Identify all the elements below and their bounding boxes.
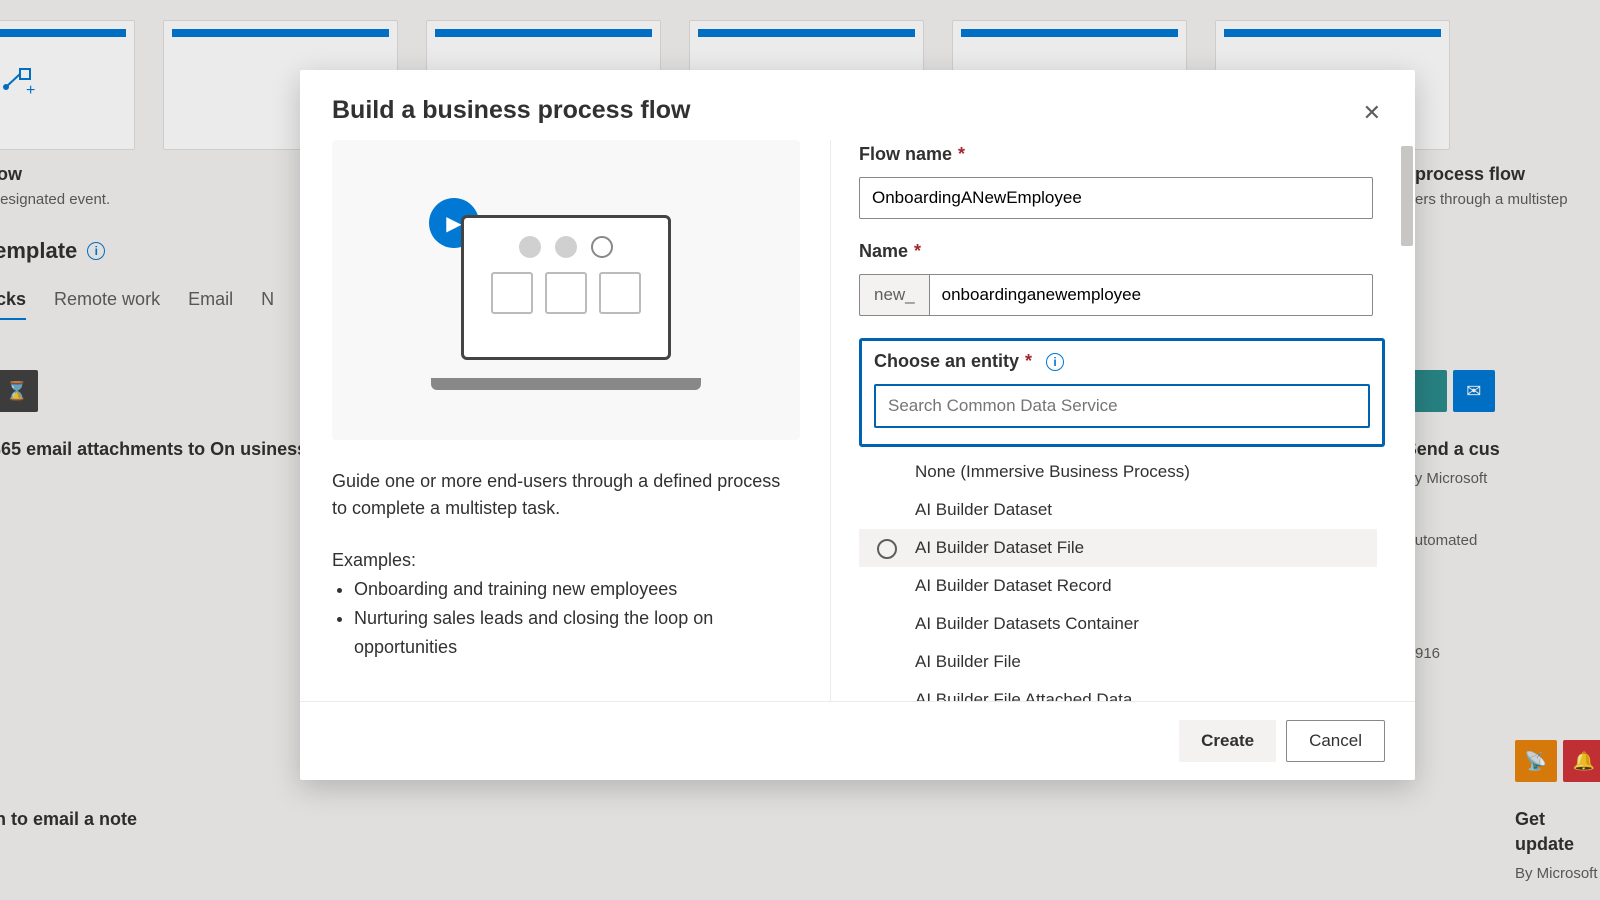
bpf-illustration: ▶ <box>332 140 800 440</box>
dialog-left-panel: ▶ Guide one or more end-users through a … <box>300 140 830 701</box>
entity-option[interactable]: AI Builder Dataset <box>859 491 1377 529</box>
entity-label: Choose an entity* i <box>874 351 1370 372</box>
build-bpf-dialog: Build a business process flow ✕ ▶ <box>300 70 1415 780</box>
flow-name-label: Flow name* <box>859 144 1373 165</box>
entity-option[interactable]: AI Builder File <box>859 643 1377 681</box>
name-prefix: new_ <box>859 274 929 316</box>
example-item: Nurturing sales leads and closing the lo… <box>354 604 800 662</box>
entity-option[interactable]: AI Builder Datasets Container <box>859 605 1377 643</box>
guide-description: Guide one or more end-users through a de… <box>332 468 800 522</box>
close-button[interactable]: ✕ <box>1359 96 1385 130</box>
entity-dropdown: None (Immersive Business Process) AI Bui… <box>859 453 1385 701</box>
entity-option[interactable]: AI Builder Dataset File <box>859 529 1377 567</box>
entity-section-highlight: Choose an entity* i <box>859 338 1385 447</box>
create-button[interactable]: Create <box>1179 720 1276 762</box>
scrollbar[interactable] <box>1401 146 1413 246</box>
radio-icon <box>877 539 897 559</box>
flow-name-input[interactable] <box>859 177 1373 219</box>
cancel-button[interactable]: Cancel <box>1286 720 1385 762</box>
dialog-title: Build a business process flow <box>332 96 690 125</box>
entity-option[interactable]: AI Builder File Attached Data <box>859 681 1377 701</box>
name-label: Name* <box>859 241 1373 262</box>
examples-label: Examples: <box>332 550 800 571</box>
entity-option[interactable]: AI Builder Dataset Record <box>859 567 1377 605</box>
info-icon[interactable]: i <box>1046 353 1064 371</box>
examples-list: Onboarding and training new employees Nu… <box>332 575 800 661</box>
entity-option[interactable]: None (Immersive Business Process) <box>859 453 1377 491</box>
example-item: Onboarding and training new employees <box>354 575 800 604</box>
entity-search-input[interactable] <box>874 384 1370 428</box>
dialog-footer: Create Cancel <box>300 701 1415 780</box>
name-input[interactable] <box>929 274 1373 316</box>
dialog-form-panel: Flow name* Name* new_ Choose an entity* … <box>830 140 1415 701</box>
